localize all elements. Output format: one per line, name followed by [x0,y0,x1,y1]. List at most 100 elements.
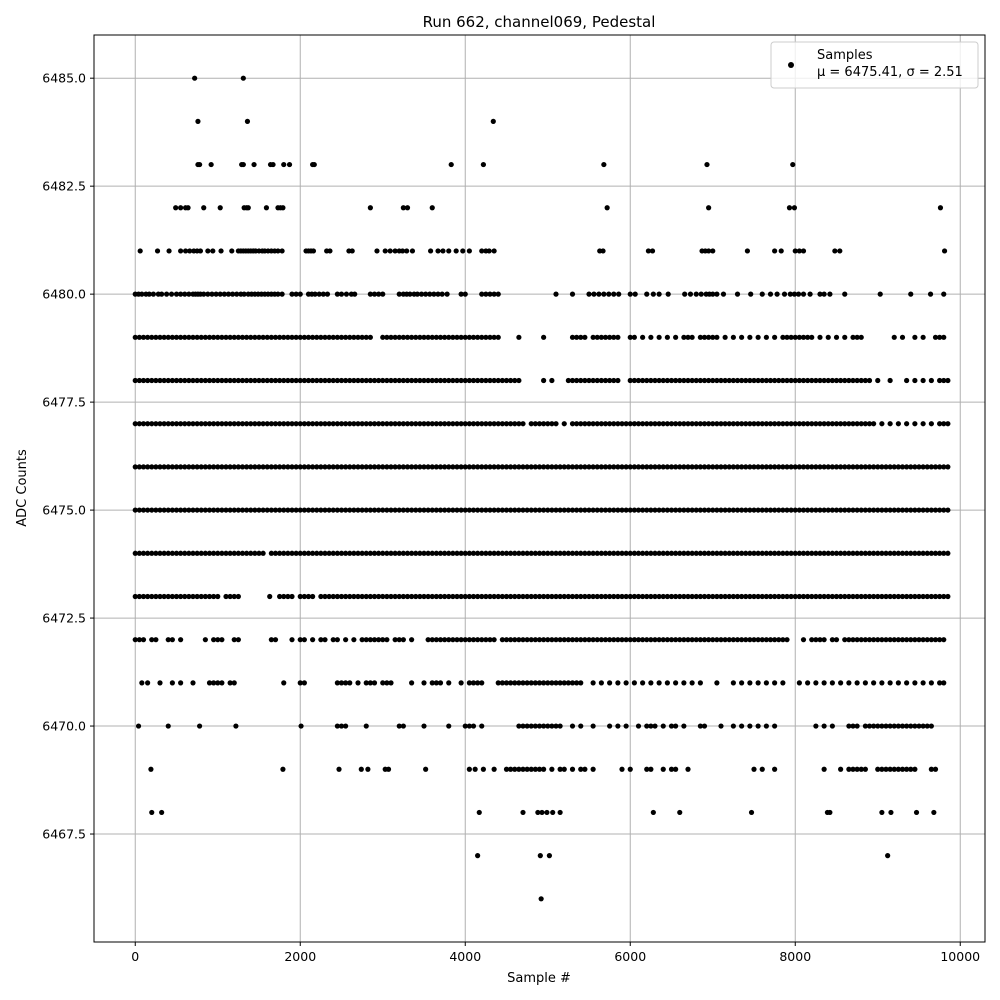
data-point [248,550,254,556]
data-point [281,334,287,340]
data-point [192,75,198,81]
data-point [928,464,934,470]
data-point [656,507,662,513]
data-point [334,421,340,427]
data-point [660,507,666,513]
data-point [681,680,687,686]
legend-stats-label: μ = 6475.41, σ = 2.51 [817,65,963,80]
data-point [813,550,819,556]
data-point [805,464,811,470]
data-point [813,680,819,686]
data-point [623,723,629,729]
data-point [495,550,501,556]
data-point [145,421,151,427]
data-point [561,593,567,600]
data-point [829,723,835,729]
data-point [677,809,683,816]
data-point [796,248,802,254]
data-point [668,550,675,556]
data-point [508,421,514,427]
data-point [846,723,852,729]
data-point [586,550,592,556]
data-point [454,464,460,470]
data-point [858,464,864,470]
data-point [821,637,827,643]
data-point [763,550,769,556]
data-point [759,550,765,556]
data-point [301,334,307,340]
data-point [698,291,704,297]
data-point [937,507,943,513]
data-point [842,334,848,340]
x-tick-label: 10000 [940,949,980,964]
data-point [503,377,510,384]
data-point [343,637,349,643]
data-point [190,377,196,384]
data-point [541,421,547,427]
data-point [429,205,435,211]
data-point [248,334,254,340]
data-point [607,680,613,686]
data-point [726,593,732,600]
data-point [231,334,237,340]
data-point [546,853,553,859]
scatter-points [132,75,951,902]
data-point [305,507,312,513]
data-point [631,334,637,340]
data-point [813,723,819,729]
data-point [590,723,596,729]
data-point [479,593,485,600]
data-point [755,723,761,729]
data-point [338,593,345,600]
data-point [355,421,361,427]
data-point [734,377,741,384]
data-point [425,421,431,427]
x-tick-label: 4000 [449,949,481,964]
data-point [491,464,497,470]
data-point [875,766,881,772]
data-point [615,550,621,556]
data-point [821,507,827,513]
data-point [475,377,481,384]
data-point [182,377,188,384]
data-point [392,248,398,254]
data-point [376,421,382,427]
data-point [470,507,477,513]
data-point [800,377,807,384]
data-point [425,550,431,556]
data-point [590,507,596,513]
data-point [739,377,745,384]
data-point [912,421,918,427]
data-point [230,291,236,297]
data-point [392,377,398,384]
data-point [363,550,369,556]
data-point [446,377,452,384]
data-point [442,464,448,470]
data-point [367,377,373,384]
data-point [301,680,307,686]
data-point [704,161,710,168]
data-point [714,377,720,384]
data-point [400,334,406,340]
data-point [817,421,823,427]
data-point [875,593,881,600]
data-point [487,507,493,513]
data-point [945,421,951,427]
data-point [244,377,250,384]
data-point [673,766,679,772]
data-point [743,507,749,513]
data-point [829,377,835,384]
data-point [701,377,708,384]
data-point [338,723,345,729]
data-point [334,550,340,556]
data-point [549,377,555,384]
data-point [178,507,184,513]
data-point [833,507,840,513]
data-point [895,507,901,513]
data-point [611,334,617,340]
data-point [899,766,906,772]
data-point [454,593,460,600]
data-point [396,291,402,297]
data-point [421,550,427,556]
data-point [833,637,840,643]
